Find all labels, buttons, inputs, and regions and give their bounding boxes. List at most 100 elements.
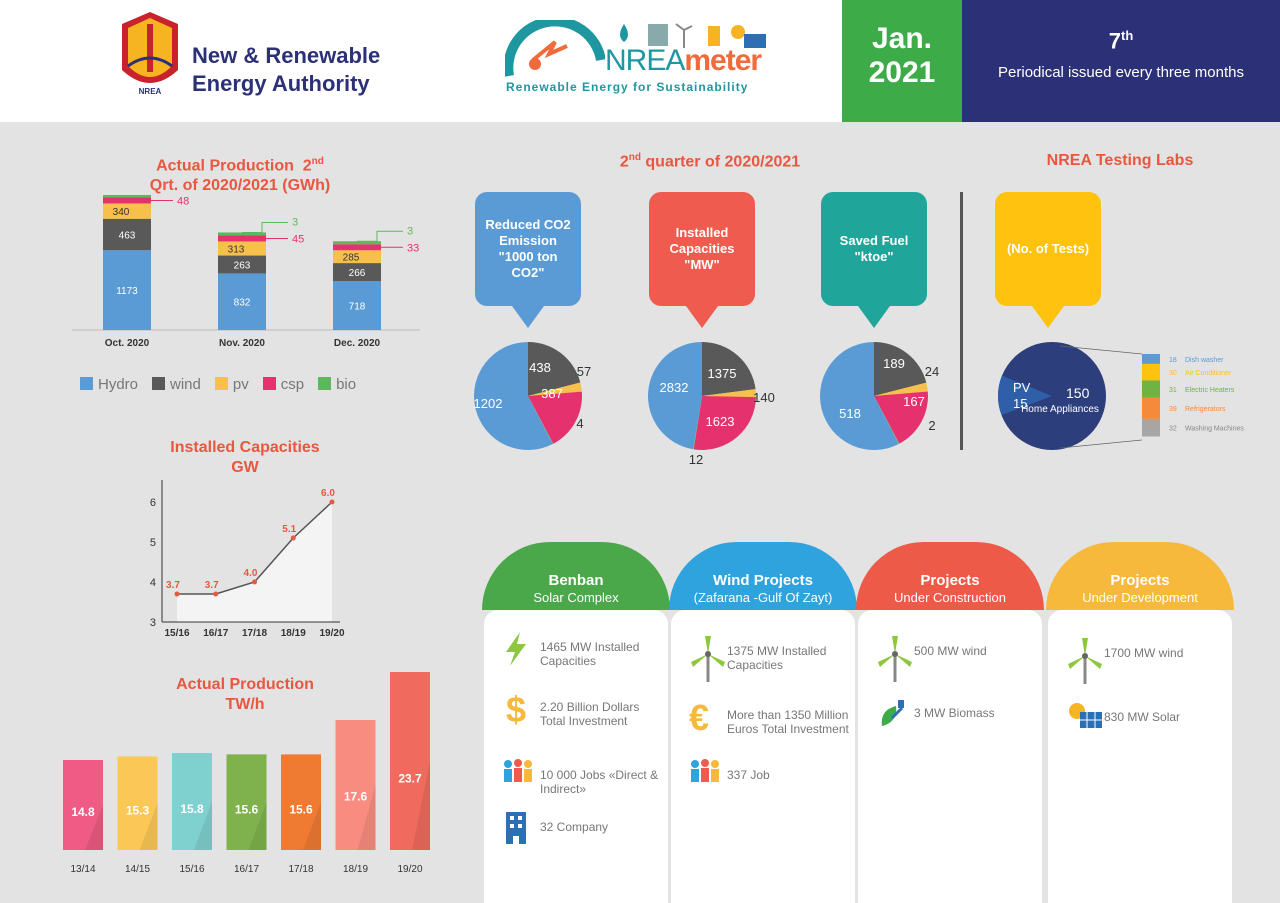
legend-item-wind: wind (152, 376, 201, 393)
project-title: Wind Projects (713, 572, 813, 589)
bar-value-label: 15.6 (235, 803, 259, 817)
category-label: 16/17 (234, 864, 259, 875)
project-title: Benban (548, 572, 604, 589)
breakdown-label: Dish washer (1185, 357, 1224, 364)
breakdown-label: Washing Machines (1185, 426, 1244, 433)
bar-value-label: 15.8 (180, 802, 204, 816)
stacked-bar-chart: 1173 463 340 48 3 Oct. 2020 832 263 313 45 3 Nov. 2… (72, 195, 420, 349)
bar-hydro (103, 250, 151, 330)
breakdown-label: Electric Heaters (1185, 387, 1235, 394)
bar-pv (333, 250, 381, 264)
y-tick-label: 6 (150, 497, 156, 509)
y-tick-label: 3 (150, 617, 156, 629)
pie-charts: 1202 438 57 387 4 2832 1375 140 1623 12 518 189 2416… (474, 342, 1244, 467)
bar (390, 672, 430, 850)
project-header: Benban Solar Complex (482, 542, 670, 610)
pie-slice-wind (702, 342, 756, 396)
issue-frequency: Periodical issued every three months (998, 64, 1244, 82)
bolt-icon (502, 630, 542, 670)
category-label: 15/16 (179, 864, 204, 875)
project-subtitle: Under Development (1082, 590, 1198, 605)
project-stat: 1375 MW Installed Capacities (727, 644, 827, 672)
bar-wind (218, 255, 266, 274)
logo-caption: NREA (139, 87, 162, 96)
data-point (290, 535, 296, 541)
bubble-pointer (686, 306, 718, 328)
energy-icons-strip (612, 20, 772, 50)
pie-slice-csp (874, 382, 928, 396)
wind-turbine-icon (876, 634, 916, 682)
people-icon (689, 758, 729, 798)
bar (172, 753, 212, 850)
pie-slice-bio (874, 396, 900, 445)
people-icon (502, 758, 542, 798)
project-stat: 500 MW wind (914, 644, 987, 658)
quarter-title: 2nd quarter of 2020/2021 (619, 152, 801, 171)
breakdown-value: 18 (1169, 357, 1177, 364)
dollar-icon: $ (502, 689, 542, 730)
category-label: 14/15 (125, 864, 150, 875)
pie-value-label: 167 (903, 394, 925, 409)
issue-date: Jan. 2021 (842, 0, 962, 122)
pie-value-label: 1202 (474, 396, 503, 411)
pie-slice-pv (874, 391, 928, 444)
pie-value-label: 438 (529, 360, 551, 375)
data-point (329, 499, 335, 505)
breakdown-segment (1142, 363, 1160, 381)
breakdown-segment (1142, 354, 1160, 364)
bar-value-label: 313 (228, 244, 245, 255)
issue-year: 2021 (868, 56, 936, 89)
pie-value-label: 1375 (708, 366, 737, 381)
breakdown-label: Refrigerators (1185, 406, 1226, 413)
pie-header-bubble: Installed Capacities "MW" (649, 192, 755, 306)
wind-turbine-icon (1066, 636, 1106, 684)
issue-number: 7th (1108, 28, 1134, 54)
svg-text:€: € (689, 698, 709, 736)
breakdown-value: 39 (1169, 406, 1177, 413)
pie-value-label: 24 (925, 364, 939, 379)
nreameter-logo-arc (503, 16, 606, 80)
project-subtitle: (Zafarana -Gulf Of Zayt) (693, 590, 833, 605)
x-tick-label: 16/17 (203, 628, 228, 639)
bar-value-label: 463 (119, 230, 136, 241)
bar-value-label: 718 (349, 302, 366, 313)
project-subtitle: Solar Complex (533, 590, 619, 605)
bar-value-label: 263 (234, 260, 251, 271)
bar-hydro (218, 273, 266, 330)
legend-item-bio: bio (318, 376, 356, 393)
area-fill (177, 502, 332, 622)
data-point (174, 591, 180, 597)
breakdown-segment (1142, 380, 1160, 398)
breakdown-value: 30 (1169, 370, 1177, 377)
bar-value-label: 832 (234, 298, 251, 309)
bar-bio (333, 241, 381, 245)
bubble-pointer (858, 306, 890, 328)
project-title: Projects (1110, 572, 1170, 589)
legend-item-csp: csp (262, 376, 304, 393)
pie-value-label: 2832 (660, 380, 689, 395)
bio-value-label: 3 (407, 225, 413, 237)
project-stat: 1465 MW Installed Capacities (540, 640, 640, 668)
project-stat: More than 1350 Million Euros Total Inves… (727, 708, 849, 736)
actual-production-quarter-title: Actual Production 2nd Qrt. of 2020/2021 … (149, 156, 331, 195)
pie-header-bubble: (No. of Tests) (995, 192, 1101, 306)
installed-capacities-title: Installed Capacities GW (170, 439, 320, 476)
data-point (252, 579, 257, 585)
bar-pv (218, 241, 266, 256)
brand-part-meter: meter (684, 44, 762, 77)
solar-panel-icon (1066, 700, 1106, 740)
data-label: 6.0 (321, 488, 335, 499)
csp-value-label: 48 (177, 195, 189, 207)
x-tick-label: 18/19 (281, 628, 306, 639)
bar-value-label: 15.6 (289, 803, 313, 817)
breakdown-label: Air Conditioner (1185, 370, 1232, 377)
bar-hydro (333, 281, 381, 330)
bar (226, 754, 267, 850)
pie-slice-hydro (474, 342, 553, 450)
pie-value-label: 2 (928, 418, 935, 433)
bar-shade (139, 803, 158, 850)
pie-value-label: 140 (753, 390, 775, 405)
project-stat: 32 Company (540, 820, 609, 834)
bar-bio (103, 195, 151, 198)
bar-wind (103, 218, 151, 251)
